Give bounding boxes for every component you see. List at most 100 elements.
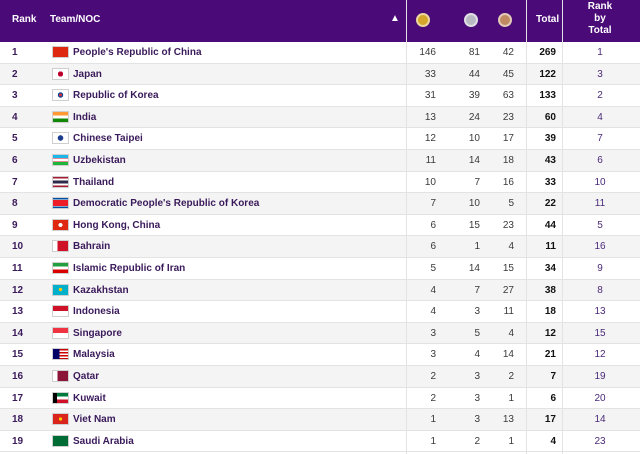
gold-count: 6 (430, 219, 436, 231)
silver-count: 10 (468, 133, 480, 145)
rank-by-total-cell: 9 (597, 262, 603, 274)
rank-by-total-cell: 6 (597, 154, 603, 166)
bronze-count: 4 (508, 241, 514, 253)
total-count: 39 (544, 133, 556, 145)
team-link[interactable]: Indonesia (73, 306, 120, 318)
team-link[interactable]: Republic of Korea (73, 90, 159, 102)
total-count: 17 (544, 414, 556, 426)
rank-cell: 6 (12, 154, 18, 166)
ir-flag-icon (52, 261, 69, 274)
bronze-count: 1 (508, 392, 514, 404)
team-link[interactable]: Viet Nam (73, 414, 116, 426)
team-link[interactable]: Kuwait (73, 392, 106, 404)
gold-count: 2 (430, 392, 436, 404)
gold-count: 5 (430, 262, 436, 274)
bronze-count: 17 (502, 133, 514, 145)
silver-count: 4 (474, 349, 480, 361)
bh-flag-icon (52, 240, 69, 253)
team-link[interactable]: India (73, 111, 97, 123)
team-link[interactable]: Thailand (73, 176, 115, 188)
silver-count: 7 (474, 284, 480, 296)
bronze-count: 23 (502, 219, 514, 231)
silver-count: 24 (468, 111, 480, 123)
bronze-count: 18 (502, 154, 514, 166)
gold-count: 4 (430, 306, 436, 318)
team-link[interactable]: Singapore (73, 327, 122, 339)
team-header[interactable]: Team/NOC (50, 14, 101, 25)
team-link[interactable]: Chinese Taipei (73, 133, 143, 145)
team-link[interactable]: Malaysia (73, 349, 115, 361)
table-row: 15 Malaysia 3 4 14 21 12 (0, 344, 640, 366)
table-row: 16 Qatar 2 3 2 7 19 (0, 365, 640, 388)
gold-count: 2 (430, 370, 436, 382)
team-link[interactable]: Democratic People's Republic of Korea (73, 198, 260, 210)
rank-by-total-header[interactable]: Rank by Total (585, 1, 615, 37)
team-link[interactable]: Saudi Arabia (73, 435, 134, 447)
table-row: 5 Chinese Taipei 12 10 17 39 7 (0, 128, 640, 150)
rank-header[interactable]: Rank (12, 14, 37, 25)
total-count: 12 (544, 327, 556, 339)
gold-count: 7 (430, 198, 436, 210)
total-count: 122 (539, 68, 556, 80)
gold-count: 31 (424, 90, 436, 102)
gold-count: 3 (430, 349, 436, 361)
table-row: 6 Uzbekistan 11 14 18 43 6 (0, 149, 640, 172)
bronze-count: 16 (502, 176, 514, 188)
total-count: 21 (544, 349, 556, 361)
column-divider (562, 0, 563, 454)
gold-count: 1 (430, 414, 436, 426)
silver-medal-icon[interactable] (464, 13, 478, 27)
rank-cell: 2 (12, 68, 18, 80)
rank-by-total-cell: 7 (597, 133, 603, 145)
total-count: 269 (539, 47, 556, 58)
sa-flag-icon (52, 434, 69, 447)
sg-flag-icon (52, 326, 69, 339)
bronze-count: 23 (502, 111, 514, 123)
rank-cell: 3 (12, 90, 18, 102)
rank-by-total-cell: 5 (597, 219, 603, 231)
rank-by-total-cell: 15 (594, 327, 606, 339)
rank-by-total-cell: 11 (594, 198, 606, 210)
table-row: 2 Japan 33 44 45 122 3 (0, 63, 640, 86)
rank-cell: 17 (12, 392, 24, 404)
rank-by-total-cell: 2 (597, 90, 603, 102)
bronze-count: 5 (508, 198, 514, 210)
total-header[interactable]: Total (536, 14, 560, 25)
total-count: 11 (545, 241, 556, 253)
team-link[interactable]: Islamic Republic of Iran (73, 262, 186, 274)
team-link[interactable]: Kazakhstan (73, 284, 129, 296)
team-link[interactable]: Japan (73, 68, 102, 80)
silver-count: 3 (474, 414, 480, 426)
table-row: 13 Indonesia 4 3 11 18 13 (0, 301, 640, 323)
table-row: 4 India 13 24 23 60 4 (0, 106, 640, 129)
team-link[interactable]: People's Republic of China (73, 47, 202, 58)
gold-medal-icon[interactable] (416, 13, 430, 27)
silver-count: 1 (474, 241, 480, 253)
in-flag-icon (52, 110, 69, 123)
team-link[interactable]: Uzbekistan (73, 154, 126, 166)
tpe-flag-icon (52, 132, 69, 145)
table-row: 3 Republic of Korea 31 39 63 133 2 (0, 85, 640, 107)
rank-cell: 18 (12, 414, 24, 426)
th-flag-icon (52, 175, 69, 188)
total-count: 22 (544, 198, 556, 210)
gold-count: 4 (430, 284, 436, 296)
table-row: 7 Thailand 10 7 16 33 10 (0, 172, 640, 194)
qa-flag-icon (52, 369, 69, 382)
silver-count: 44 (468, 68, 480, 80)
my-flag-icon (52, 348, 69, 361)
gold-count: 6 (430, 241, 436, 253)
cn-flag-icon (52, 46, 69, 58)
team-link[interactable]: Qatar (73, 370, 100, 382)
rank-cell: 16 (12, 370, 24, 382)
sort-icon[interactable]: ▲︎ (390, 13, 400, 24)
rank-by-total-cell: 12 (594, 349, 606, 361)
rank-cell: 15 (12, 349, 24, 361)
team-link[interactable]: Hong Kong, China (73, 219, 161, 231)
silver-count: 14 (468, 154, 480, 166)
table-header: Rank Team/NOC ▲︎ Total Rank by Total (0, 0, 640, 42)
team-link[interactable]: Bahrain (73, 241, 111, 253)
rank-cell: 19 (12, 435, 24, 447)
bronze-medal-icon[interactable] (498, 13, 512, 27)
